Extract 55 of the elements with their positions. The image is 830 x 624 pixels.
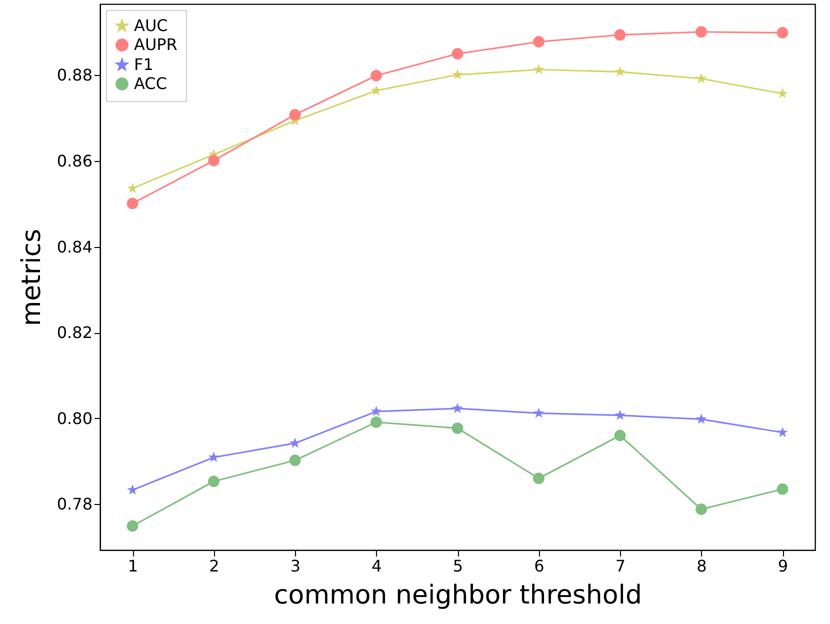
y-tick-label: 0.86 bbox=[56, 151, 92, 170]
point bbox=[533, 407, 544, 418]
x-tick-label: 4 bbox=[372, 556, 382, 576]
point bbox=[208, 476, 220, 488]
point bbox=[696, 504, 707, 515]
point bbox=[289, 108, 301, 120]
point bbox=[289, 454, 301, 466]
y-tick-label: 0.88 bbox=[56, 66, 92, 85]
point bbox=[370, 406, 382, 416]
point bbox=[452, 69, 463, 80]
y-tick-label: 0.80 bbox=[56, 408, 92, 428]
point bbox=[370, 70, 382, 82]
y-tick-label: 0.82 bbox=[56, 323, 92, 342]
point bbox=[370, 84, 382, 96]
point bbox=[126, 198, 138, 210]
legend-label: AUC bbox=[134, 16, 168, 35]
point bbox=[696, 72, 707, 84]
point bbox=[208, 452, 220, 462]
point bbox=[614, 410, 626, 420]
x-tick-label: 9 bbox=[778, 556, 788, 576]
point bbox=[777, 426, 788, 438]
x-tick-label: 5 bbox=[452, 556, 464, 576]
point bbox=[452, 48, 464, 60]
point bbox=[533, 64, 544, 74]
x-tick-label: 7 bbox=[615, 556, 626, 576]
point bbox=[614, 29, 626, 41]
point bbox=[452, 402, 463, 414]
y-tick-label: 0.78 bbox=[56, 494, 92, 514]
legend-label: ACC bbox=[134, 74, 168, 93]
x-tick-label: 6 bbox=[534, 556, 544, 576]
legend-label: AUPR bbox=[134, 35, 178, 54]
point bbox=[452, 422, 464, 434]
point bbox=[696, 26, 707, 38]
x-axis-title: common neighbor threshold bbox=[274, 580, 642, 610]
point bbox=[533, 36, 544, 48]
point bbox=[614, 66, 626, 76]
point bbox=[127, 484, 138, 495]
legend-label: F1 bbox=[134, 55, 154, 74]
point bbox=[208, 154, 220, 166]
point bbox=[126, 520, 138, 532]
x-tick-label: 1 bbox=[128, 556, 138, 576]
y-axis-title: metrics bbox=[16, 228, 47, 326]
x-tick-label: 3 bbox=[290, 556, 301, 576]
point bbox=[127, 182, 138, 194]
x-tick-label: 8 bbox=[696, 556, 707, 576]
point bbox=[614, 430, 626, 442]
point bbox=[370, 416, 382, 428]
x-tick-label: 2 bbox=[209, 556, 220, 576]
y-tick-label: 0.84 bbox=[56, 237, 92, 256]
point bbox=[696, 413, 707, 424]
point bbox=[777, 88, 788, 98]
point bbox=[290, 438, 300, 448]
point bbox=[776, 483, 788, 495]
point bbox=[533, 472, 544, 484]
point bbox=[776, 27, 788, 38]
